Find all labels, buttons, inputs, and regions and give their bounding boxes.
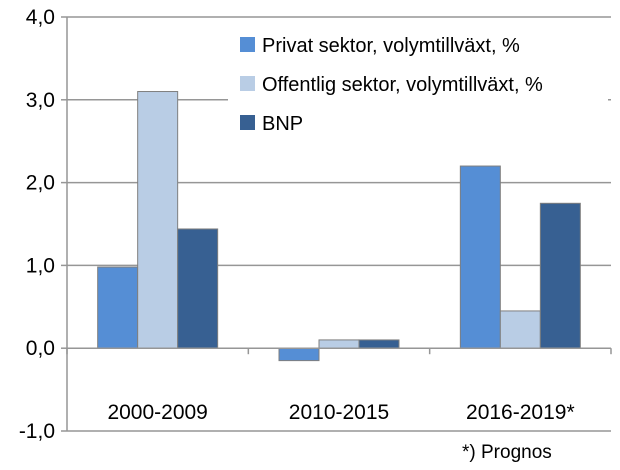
- bar-series-2-cat-0: [177, 228, 219, 349]
- x-category-label-2: 2016-2019*: [466, 401, 575, 424]
- bar-series-0-cat-1: [278, 347, 320, 362]
- legend-swatch-1: [240, 76, 255, 91]
- bar-series-1-cat-1: [318, 339, 360, 349]
- bar-series-2-cat-2: [539, 202, 581, 349]
- legend-label-1: Offentlig sektor, volymtillväxt, %: [262, 74, 543, 96]
- bar-series-2-cat-1: [358, 339, 400, 349]
- axes: -1,0 0,0 1,0 2,0 3,0 4,0 2000-2009 2010-2015 201…: [19, 6, 612, 443]
- legend-swatch-2: [240, 115, 255, 130]
- y-tick-label-3: 2,0: [26, 172, 55, 195]
- bar-series-0-cat-0: [97, 266, 139, 349]
- legend-label-2: BNP: [262, 113, 303, 135]
- footnote-prognos: *) Prognos: [462, 442, 552, 463]
- y-tick-label-2: 1,0: [26, 254, 55, 277]
- legend-label-0: Privat sektor, volymtillväxt, %: [262, 35, 520, 57]
- y-tick-label-1: 0,0: [26, 337, 55, 360]
- legend-swatch-0: [240, 37, 255, 52]
- y-tick-label-4: 3,0: [26, 89, 55, 112]
- bar-series-1-cat-0: [137, 91, 179, 349]
- bar-series-1-cat-2: [499, 310, 541, 349]
- x-category-label-1: 2010-2015: [289, 401, 389, 424]
- bars: [97, 91, 581, 362]
- x-category-label-0: 2000-2009: [107, 401, 207, 424]
- y-tick-label-0: -1,0: [19, 420, 55, 443]
- legend-box: [228, 23, 608, 147]
- legend: Privat sektor, volymtillväxt, % Offentlig…: [228, 23, 608, 147]
- y-tick-label-5: 4,0: [26, 6, 55, 29]
- bar-series-0-cat-2: [459, 165, 501, 349]
